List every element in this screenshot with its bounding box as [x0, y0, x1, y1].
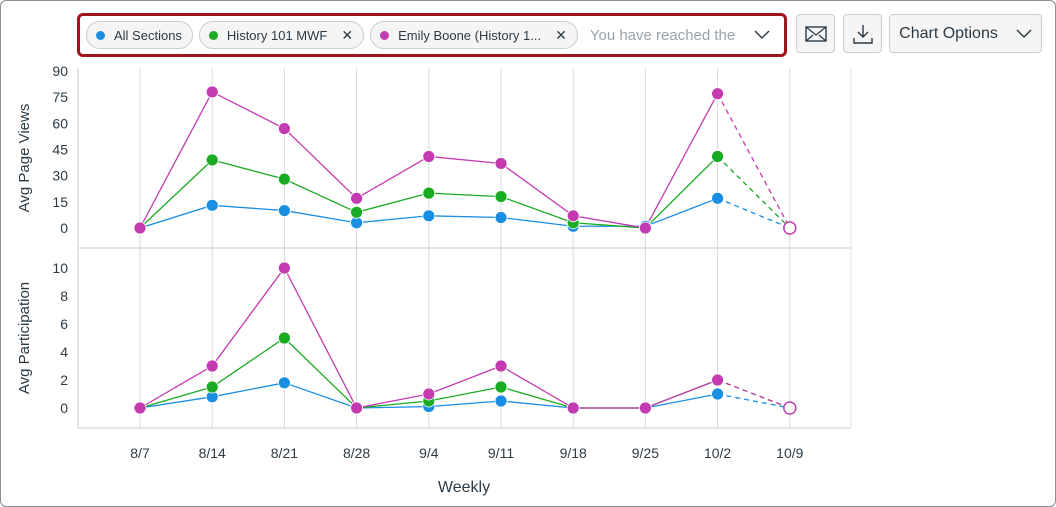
data-point: [350, 191, 364, 205]
dot-icon: [380, 30, 390, 40]
chart-options-label: Chart Options: [899, 24, 998, 42]
dot-icon: [96, 30, 105, 40]
x-tick-label: 9/11: [488, 445, 514, 461]
y-axis-label: Avg Participation: [16, 282, 33, 394]
data-point: [205, 153, 219, 167]
data-point: [277, 172, 291, 186]
data-point: [133, 401, 147, 415]
y-tick-label: 60: [52, 115, 68, 131]
data-point: [205, 359, 219, 373]
data-point: [350, 401, 364, 415]
section-filter-select[interactable]: All Sections History 101 MWF ✕ Emily Boon…: [77, 13, 787, 57]
data-point: [205, 198, 219, 212]
chip-label: All Sections: [114, 27, 182, 43]
x-tick-label: 8/21: [271, 445, 298, 461]
chip-emily-boone[interactable]: Emily Boone (History 1... ✕: [370, 21, 578, 49]
data-point: [494, 359, 508, 373]
x-tick-label: 8/7: [130, 445, 150, 461]
data-point: [566, 401, 580, 415]
y-tick-label: 45: [52, 142, 68, 158]
data-point: [639, 401, 652, 415]
email-button[interactable]: [796, 14, 835, 53]
data-point: [711, 87, 724, 101]
series-projection-line: [717, 93, 791, 229]
x-axis-label: Weekly: [438, 479, 490, 496]
y-tick-label: 2: [60, 372, 68, 388]
data-point: [711, 387, 724, 401]
y-axis-label: Avg Page Views: [16, 104, 33, 213]
data-point: [422, 209, 436, 223]
data-point: [277, 122, 291, 135]
chip-history-101[interactable]: History 101 MWF ✕: [198, 21, 365, 49]
data-point: [494, 211, 508, 224]
data-point: [494, 394, 508, 408]
data-point: [277, 331, 291, 345]
y-tick-label: 75: [52, 89, 68, 105]
x-tick-label: 9/25: [632, 445, 659, 461]
x-tick-label: 8/28: [343, 445, 370, 461]
series-projection-line: [717, 379, 791, 409]
data-point: [205, 85, 219, 99]
data-point: [494, 157, 508, 170]
series-projection-line: [717, 197, 791, 229]
data-point: [133, 221, 147, 235]
data-point: [494, 380, 508, 394]
data-point: [566, 209, 580, 223]
x-tick-label: 9/4: [419, 445, 439, 461]
close-icon[interactable]: ✕: [555, 26, 567, 43]
data-point: [711, 191, 724, 205]
y-tick-label: 10: [52, 260, 68, 276]
y-tick-label: 15: [52, 194, 68, 210]
y-tick-label: 30: [52, 168, 68, 184]
data-point: [277, 204, 291, 217]
data-point: [277, 261, 291, 275]
chevron-down-icon: [1016, 28, 1032, 38]
series-projection-line: [717, 156, 791, 229]
y-tick-label: 8: [60, 288, 68, 304]
x-tick-label: 9/18: [560, 445, 587, 461]
envelope-icon: [804, 25, 827, 42]
dot-icon: [208, 30, 218, 40]
data-point: [422, 150, 436, 163]
projected-point: [783, 221, 797, 235]
y-tick-label: 0: [60, 400, 68, 416]
data-point: [205, 380, 219, 394]
y-tick-label: 6: [60, 316, 68, 332]
data-point: [422, 387, 436, 401]
chevron-down-icon[interactable]: [754, 30, 770, 40]
data-point: [494, 190, 508, 204]
chart-options-button[interactable]: Chart Options: [889, 14, 1042, 53]
y-tick-label: 4: [60, 344, 68, 360]
series-projection-line: [717, 393, 790, 409]
data-point: [639, 221, 652, 235]
data-point: [711, 150, 724, 163]
y-tick-label: 90: [52, 63, 68, 79]
chip-all-sections[interactable]: All Sections: [86, 21, 193, 49]
x-tick-label: 8/14: [199, 445, 226, 461]
data-point: [350, 205, 364, 219]
data-point: [422, 186, 436, 200]
chip-label: History 101 MWF: [226, 27, 328, 43]
chip-label: Emily Boone (History 1...: [398, 27, 542, 43]
y-tick-label: 0: [60, 220, 68, 236]
download-button[interactable]: [843, 14, 882, 53]
x-tick-label: 10/2: [704, 445, 731, 461]
close-icon[interactable]: ✕: [341, 26, 354, 43]
x-tick-label: 10/9: [776, 445, 803, 461]
data-point: [277, 376, 291, 390]
filter-input[interactable]: You have reached the maximum: [589, 26, 740, 44]
download-icon: [852, 24, 873, 44]
projected-point: [783, 401, 797, 415]
data-point: [711, 373, 724, 387]
